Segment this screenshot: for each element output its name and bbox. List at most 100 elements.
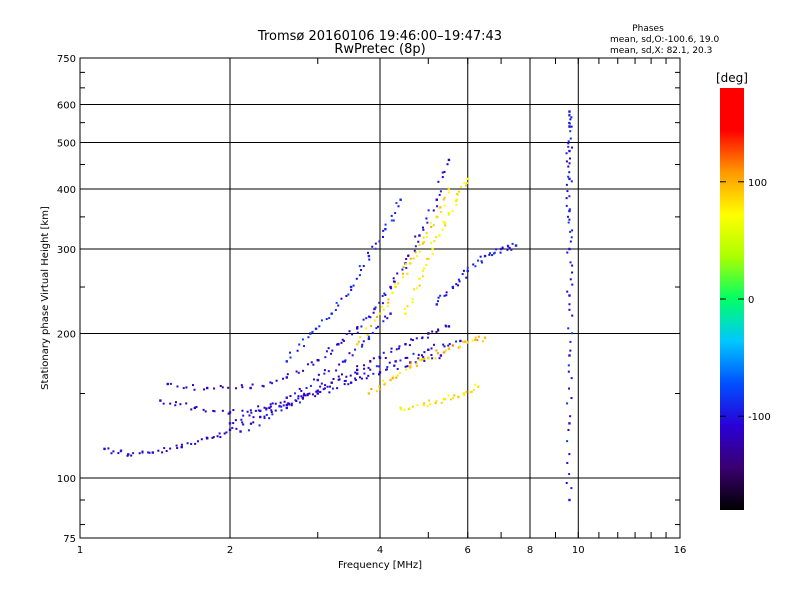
data-point [367, 254, 371, 258]
stats-heading: Phases [632, 24, 664, 34]
data-point [190, 443, 193, 446]
data-point [393, 283, 396, 286]
data-point [223, 432, 226, 435]
data-point [369, 360, 372, 363]
data-point [568, 422, 571, 425]
data-point [367, 335, 370, 338]
data-point [270, 409, 273, 412]
data-point [568, 122, 571, 125]
data-point [325, 318, 328, 321]
data-point [501, 246, 504, 249]
data-point [157, 449, 160, 452]
data-point [151, 451, 155, 454]
data-point [362, 264, 365, 267]
data-point [438, 234, 441, 237]
data-point [449, 398, 452, 401]
data-point [228, 428, 232, 432]
data-point [290, 402, 293, 405]
data-point [443, 351, 446, 354]
data-point [439, 190, 442, 193]
data-point [378, 301, 381, 304]
data-point [355, 343, 359, 346]
data-point [371, 245, 374, 248]
y-axis-label: Stationary phase Virtual Height [km] [40, 206, 51, 390]
data-point [212, 409, 215, 412]
data-point [312, 378, 315, 381]
colorbar-ticks: 100 0 -100 [720, 178, 771, 423]
data-point [461, 273, 464, 276]
data-point [350, 288, 353, 291]
data-point [317, 359, 320, 362]
data-point [417, 240, 420, 243]
data-point [138, 452, 141, 455]
data-point [263, 417, 266, 420]
data-point [126, 454, 129, 457]
data-point [367, 315, 370, 318]
data-point [405, 368, 408, 371]
data-point [351, 354, 354, 357]
data-point [438, 206, 441, 209]
data-point [132, 452, 135, 455]
data-point [390, 287, 393, 290]
data-point [395, 348, 398, 351]
data-point [479, 255, 482, 258]
data-point [394, 212, 397, 215]
data-point [465, 184, 468, 187]
data-point [435, 400, 438, 403]
data-point [422, 403, 426, 407]
data-point [410, 338, 413, 341]
data-point [307, 363, 310, 366]
data-point [228, 411, 232, 414]
data-point [365, 327, 368, 330]
data-point [232, 409, 235, 412]
data-point [372, 311, 375, 314]
data-point [352, 284, 355, 287]
data-point [568, 195, 571, 198]
data-point [358, 274, 361, 277]
data-point [470, 390, 473, 393]
data-point [196, 440, 199, 443]
data-point [442, 220, 445, 223]
data-point [375, 327, 378, 330]
data-point [565, 183, 568, 186]
data-point [265, 408, 268, 411]
data-point [275, 379, 278, 382]
data-point [314, 327, 317, 330]
data-point [437, 329, 440, 332]
data-point [488, 253, 491, 256]
data-point [344, 359, 347, 362]
data-point [343, 360, 347, 363]
data-point [179, 403, 182, 406]
data-point [428, 399, 431, 402]
data-point [212, 436, 215, 439]
data-point [404, 343, 407, 346]
data-point [360, 325, 363, 328]
data-point [390, 214, 393, 217]
data-point [568, 113, 571, 116]
data-point [483, 336, 487, 339]
data-point [571, 229, 574, 232]
data-point [320, 382, 323, 385]
data-point [446, 163, 449, 166]
data-point [261, 384, 264, 387]
data-point [568, 157, 571, 160]
data-point [374, 306, 377, 309]
data-point [378, 365, 381, 368]
data-point [159, 399, 162, 402]
data-point [367, 374, 370, 377]
data-point [280, 409, 283, 412]
data-point [569, 230, 572, 233]
data-point [382, 229, 385, 232]
data-point [405, 266, 408, 269]
data-point [387, 305, 390, 308]
chart-subtitle: RwPretec (8p) [334, 42, 425, 57]
data-point [221, 386, 224, 389]
data-point [373, 307, 376, 311]
data-point [381, 235, 384, 238]
data-point [251, 383, 254, 386]
data-point [368, 258, 371, 261]
data-point [300, 395, 303, 398]
data-point [161, 451, 164, 454]
data-point [430, 241, 433, 244]
data-point [147, 451, 150, 454]
